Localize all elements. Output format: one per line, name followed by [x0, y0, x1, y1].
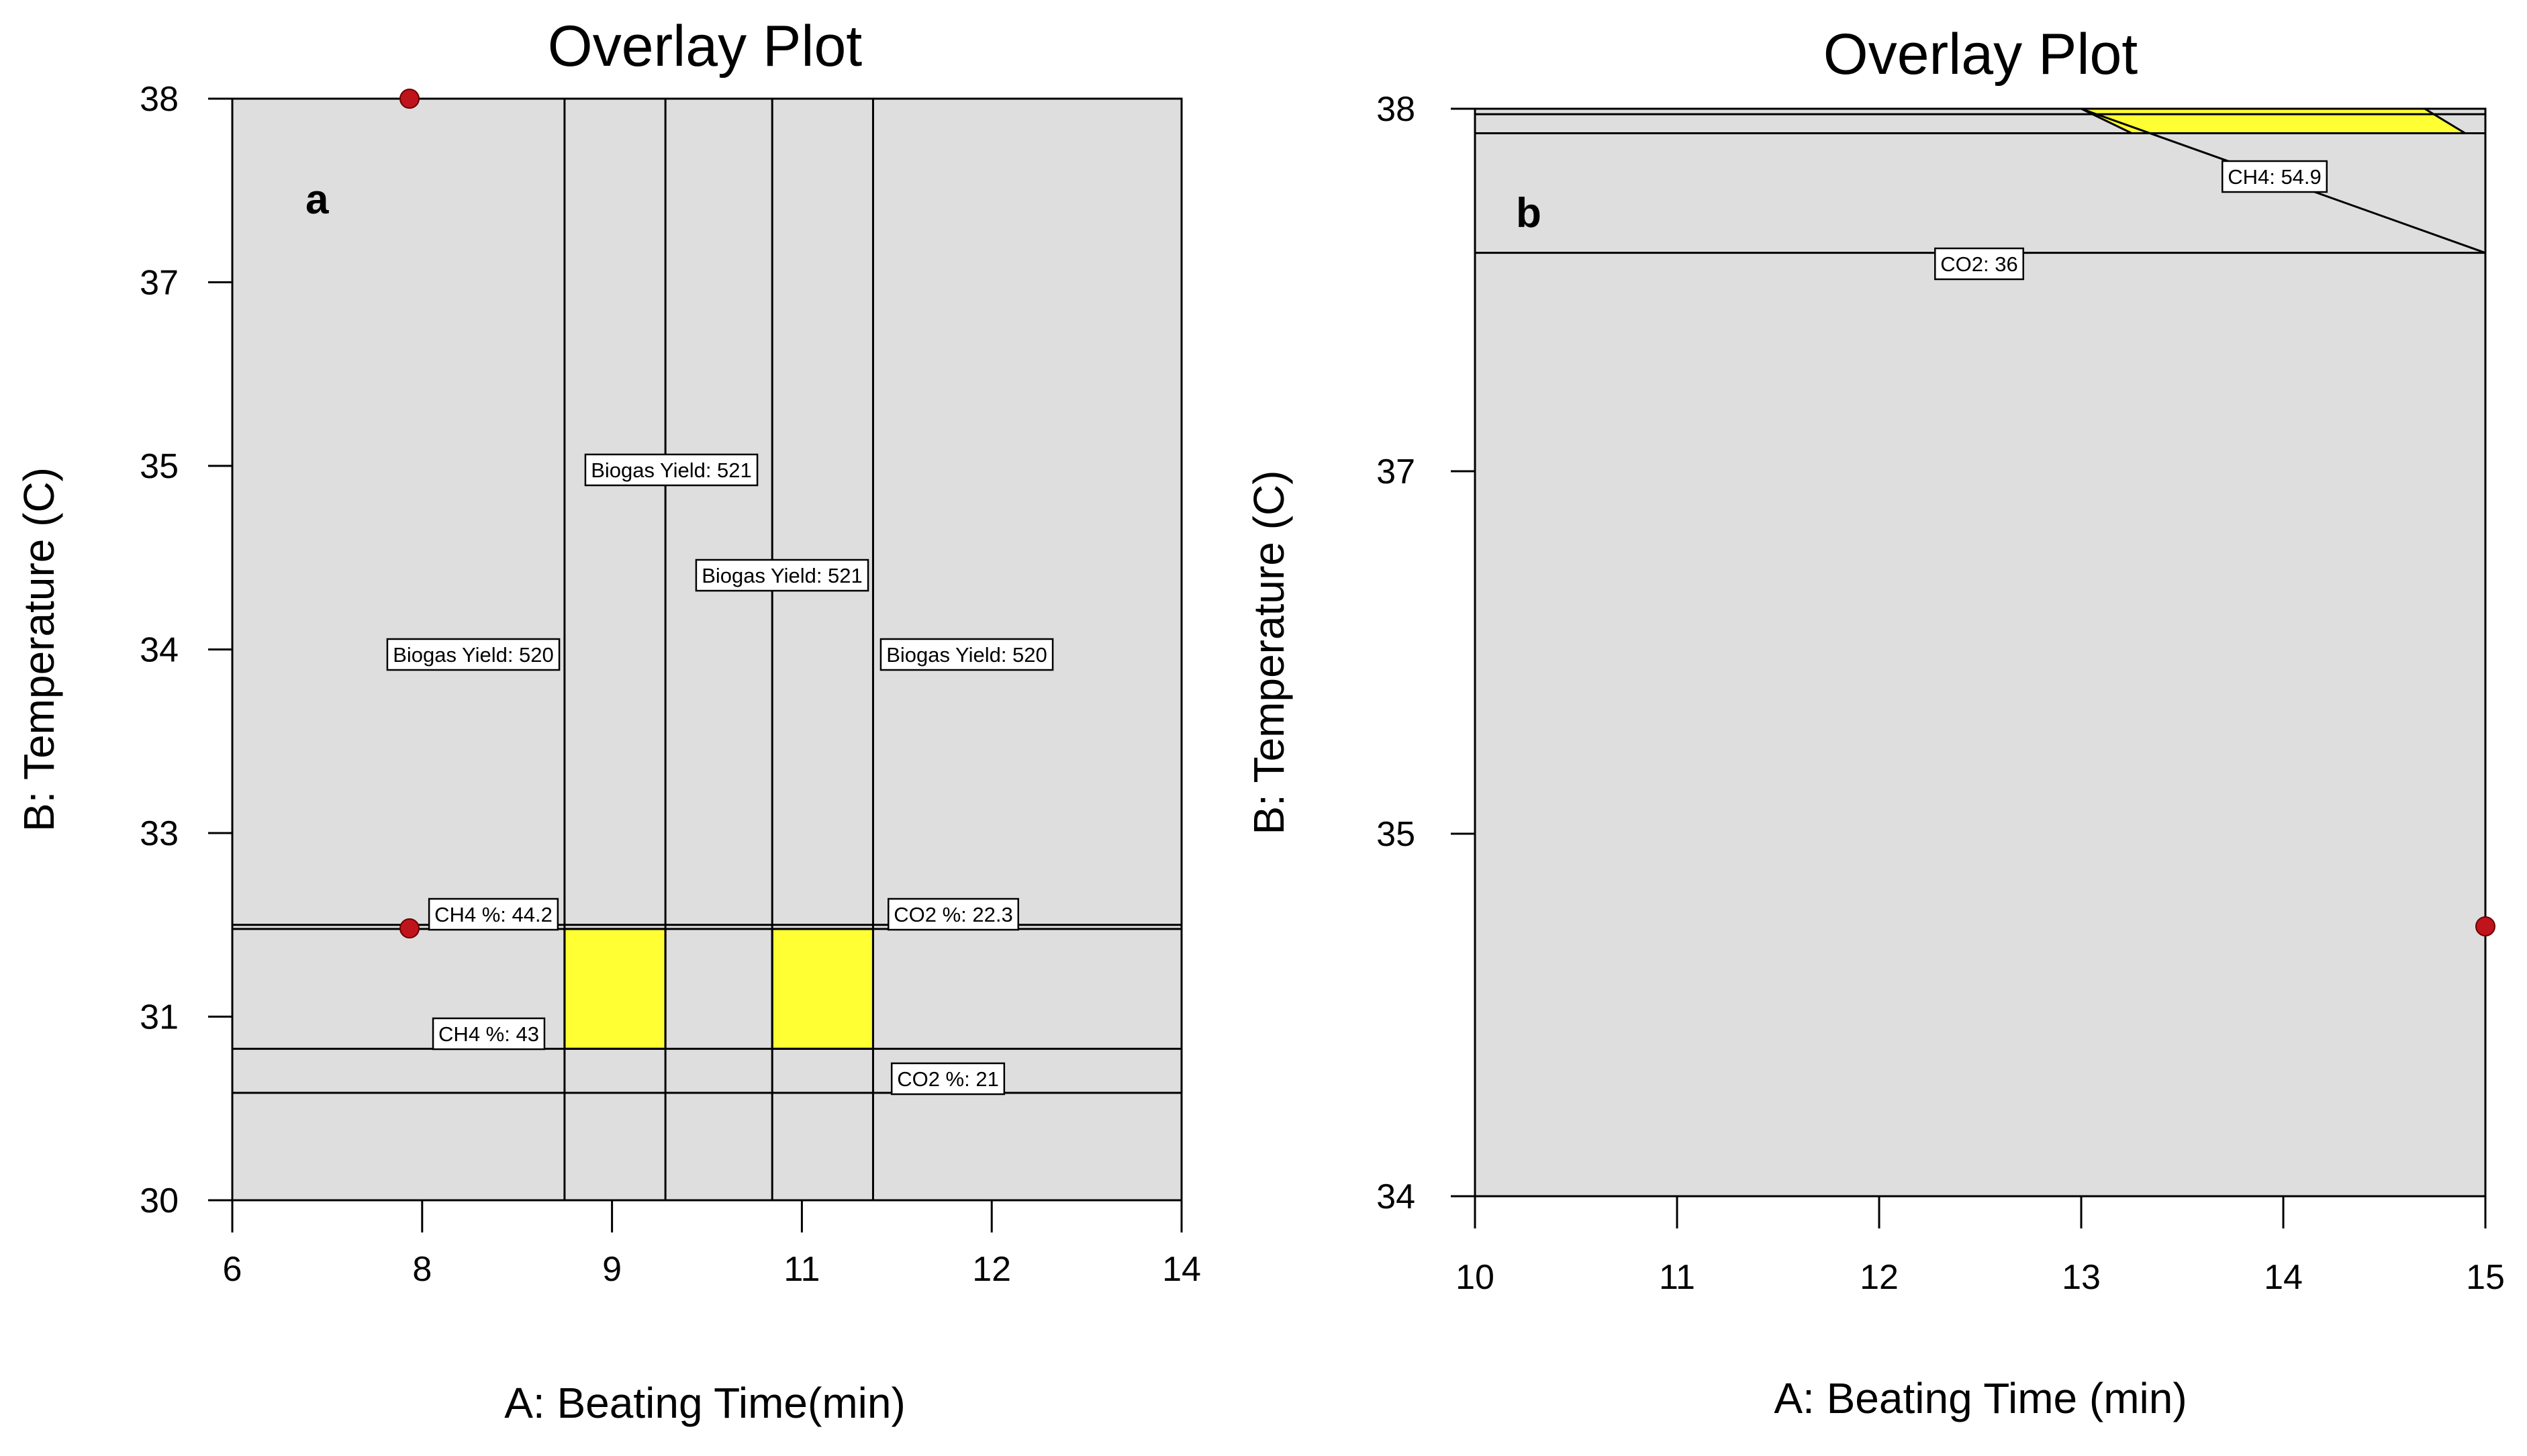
design-point-0: [2475, 916, 2495, 936]
x-axis-title: A: Beating Time(min): [504, 1379, 906, 1427]
contour-label-h3: CO2 %: 21: [897, 1067, 999, 1091]
contour-label-v0: Biogas Yield: 520: [393, 643, 554, 667]
x-tick-label: 11: [1659, 1258, 1695, 1297]
feasible-region-1: [771, 928, 874, 1050]
contour-label-h0: CH4 %: 44.2: [434, 903, 553, 926]
contour-label-d0: CH4: 54.9: [2228, 165, 2322, 189]
contour-label-box-v2: [695, 559, 869, 592]
y-tick-label: 33: [140, 814, 179, 853]
contour-label-box-h2: [432, 1017, 546, 1051]
x-tick-label: 10: [1456, 1258, 1494, 1297]
design-point-1: [399, 918, 420, 938]
contour-label-box-h3: [890, 1062, 1006, 1096]
contour-label-v1: Biogas Yield: 521: [591, 458, 752, 482]
chart-title: Overlay Plot: [548, 14, 862, 79]
y-tick-label: 38: [1376, 90, 1415, 129]
contour-label-v2: Biogas Yield: 521: [702, 564, 863, 587]
design-point-0: [399, 89, 420, 109]
contour-label-box-h1: [888, 897, 1019, 931]
x-tick-label: 12: [1860, 1258, 1899, 1297]
contour-label-box-v1: [584, 453, 759, 487]
y-tick-label: 31: [140, 998, 179, 1037]
contour-label-h0: CO2: 36: [1940, 252, 2017, 276]
y-tick-label: 37: [140, 264, 179, 303]
x-axis-title: A: Beating Time (min): [1774, 1374, 2187, 1422]
x-tick-label: 15: [2466, 1258, 2505, 1297]
contour-label-v3: Biogas Yield: 520: [886, 643, 1047, 667]
contour-label-box-h0: [428, 897, 559, 931]
y-tick-label: 30: [140, 1181, 179, 1220]
contour-label-box-h0: [1934, 247, 2024, 281]
y-axis-title: B: Temperature (C): [1245, 471, 1293, 835]
overlay-plot-b: Overlay Plot A: Beating Time (min) B: Temp…: [1245, 22, 2505, 1422]
chart-title: Overlay Plot: [1823, 22, 2138, 87]
x-tick-label: 14: [2264, 1258, 2303, 1297]
contour-label-box-v3: [879, 638, 1054, 671]
panel-letter: b: [1516, 190, 1541, 236]
y-tick-label: 35: [1376, 815, 1415, 854]
panel-letter: a: [305, 177, 329, 223]
x-tick-label: 11: [783, 1250, 820, 1289]
y-tick-label: 38: [140, 80, 179, 119]
feasible-region-0: [563, 928, 667, 1050]
y-tick-label: 34: [1376, 1177, 1415, 1216]
overlay-plot-a: Overlay Plot A: Beating Time(min) B: Tempe…: [15, 14, 1201, 1427]
x-tick-label: 8: [412, 1250, 432, 1289]
contour-label-box-v0: [386, 638, 561, 671]
y-tick-label: 34: [140, 631, 179, 670]
plot-area: [1474, 107, 2487, 1198]
y-tick-label: 37: [1376, 452, 1415, 491]
contour-label-h2: CH4 %: 43: [438, 1022, 539, 1046]
x-tick-label: 14: [1162, 1250, 1201, 1289]
x-tick-label: 6: [223, 1250, 242, 1289]
x-tick-label: 12: [972, 1250, 1011, 1289]
y-axis-title: B: Temperature (C): [15, 467, 63, 832]
y-tick-label: 35: [140, 447, 179, 486]
x-tick-label: 9: [602, 1250, 622, 1289]
contour-label-h1: CO2 %: 22.3: [894, 903, 1012, 926]
x-tick-label: 13: [2062, 1258, 2101, 1297]
contour-label-box-d0: [2221, 160, 2328, 193]
